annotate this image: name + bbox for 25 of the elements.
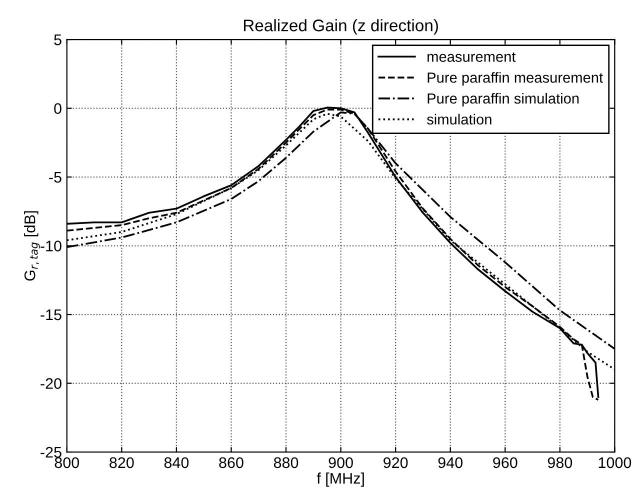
x-tick-label: 900 [328, 457, 353, 468]
y-tick-label: -5 [49, 172, 62, 183]
y-tick-label: 0 [54, 103, 62, 114]
x-tick-label: 920 [384, 457, 408, 468]
x-tick-label: 980 [548, 457, 572, 468]
x-tick-label: 800 [54, 457, 80, 468]
x-tick-label: 880 [274, 457, 298, 468]
y-axis-title: G$_{r,tag}$ [dB] [24, 211, 40, 281]
y-tick-label: -15 [40, 310, 62, 320]
legend-label: Pure paraffin measurement [428, 72, 603, 86]
y-tick-label: -10 [40, 240, 62, 252]
x-tick-label: 840 [164, 457, 189, 468]
x-tick-label: 960 [493, 457, 518, 468]
legend-label: simulation [427, 114, 492, 125]
x-tick-label: 1000 [598, 457, 632, 468]
y-tick-label: -25 [40, 446, 62, 458]
x-tick-label: 860 [219, 457, 244, 468]
y-tick-label: 5 [54, 34, 62, 46]
legend-label: measurement [428, 52, 516, 62]
legend-label: Pure paraffin simulation [428, 92, 579, 107]
x-tick-label: 940 [438, 457, 463, 468]
x-axis-title: f [MHz] [316, 472, 364, 487]
chart-title: Realized Gain (z direction) [244, 19, 438, 35]
x-tick-label: 820 [110, 457, 134, 468]
y-tick-label: -20 [40, 378, 62, 389]
